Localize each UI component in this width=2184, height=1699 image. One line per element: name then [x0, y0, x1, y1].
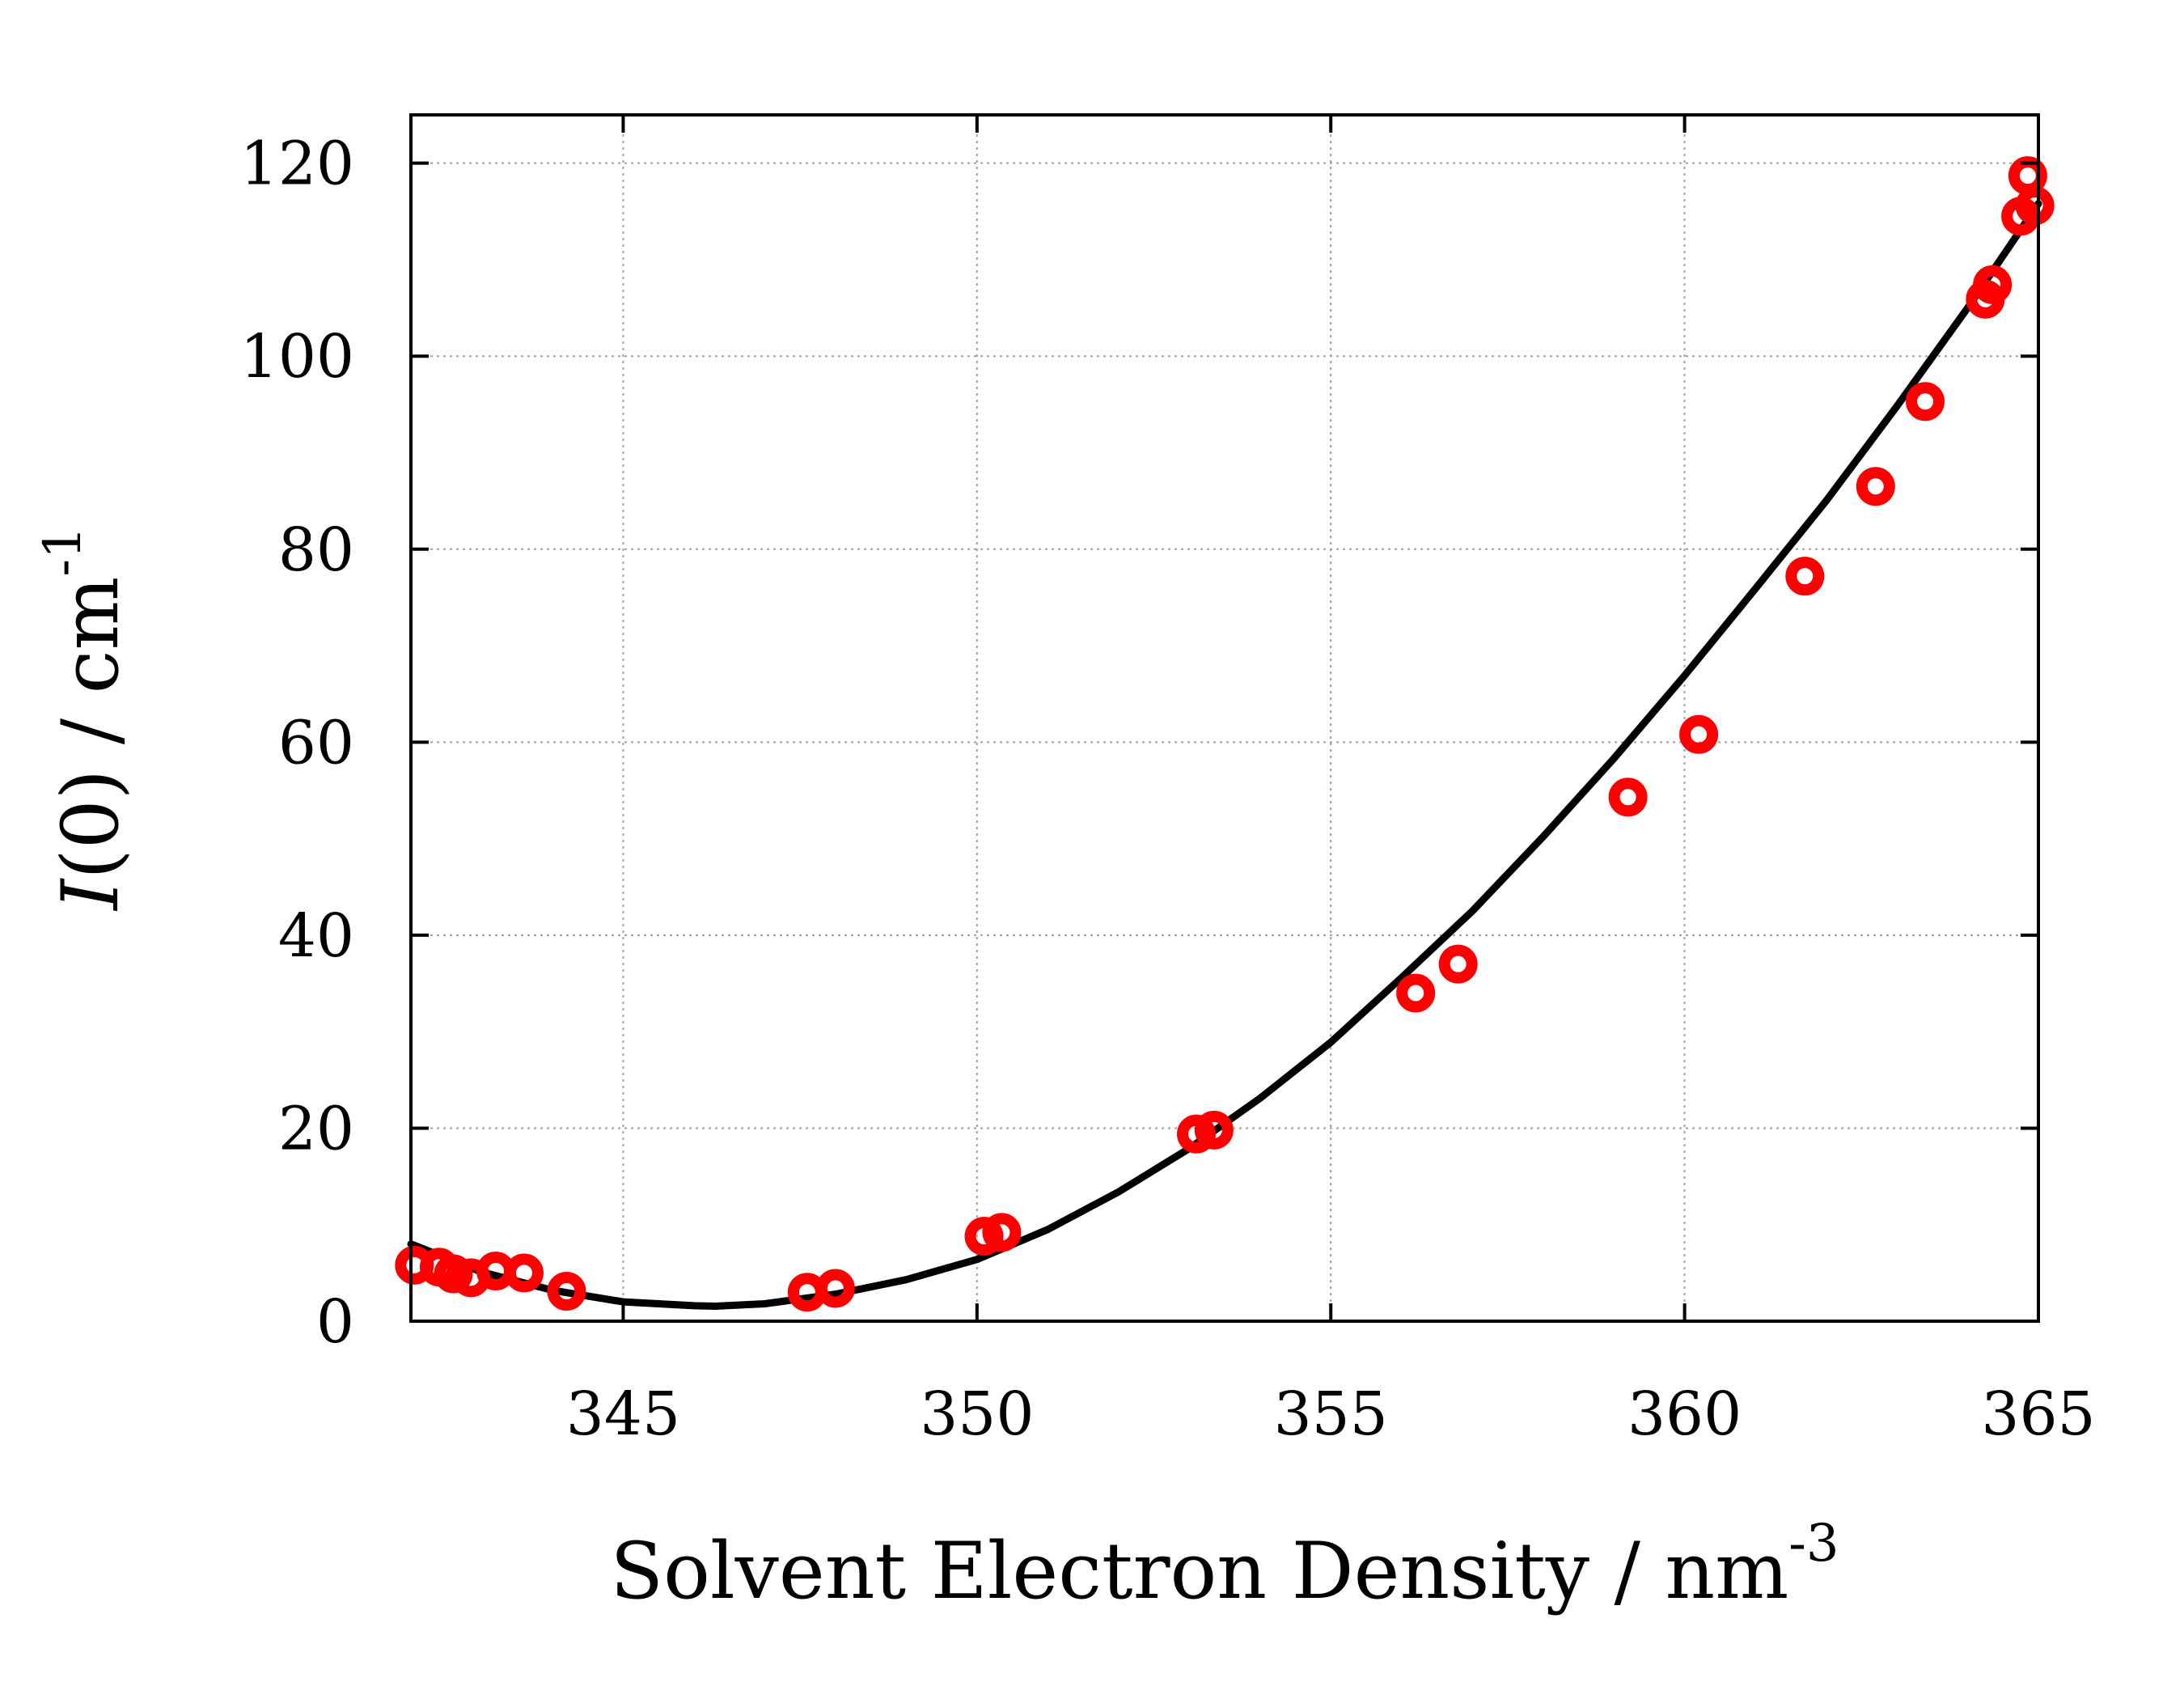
y-tick-label: 80 [278, 515, 354, 585]
x-tick-label: 355 [1274, 1379, 1388, 1449]
data-point [1973, 265, 2013, 304]
x-axis-title: Solvent Electron Density / nm-3 [610, 1514, 1839, 1616]
points-layer [395, 156, 2055, 1312]
x-axis-title-text: Solvent Electron Density / nm [610, 1526, 1788, 1616]
data-point [504, 1253, 544, 1293]
plot-frame [409, 113, 2040, 1323]
data-point [1194, 1110, 1234, 1150]
y-tick-label: 120 [240, 129, 354, 199]
data-point [964, 1217, 1004, 1256]
grid-layer [411, 115, 2038, 1321]
labels-layer: 345 350 355 360 365 0 20 40 60 80 100 120 [240, 129, 2096, 1449]
data-point [1906, 382, 1945, 422]
data-point [434, 1254, 473, 1294]
data-point [1785, 557, 1825, 596]
y-tick-label: 20 [278, 1094, 354, 1163]
data-point [1856, 467, 1895, 506]
data-point [1396, 973, 1436, 1013]
y-axis-title: I(0) / cm-1 [33, 526, 136, 911]
x-tick-label: 350 [920, 1379, 1034, 1449]
x-axis-title-superscript: -3 [1788, 1514, 1839, 1574]
data-point [1438, 944, 1478, 984]
data-point [1608, 777, 1648, 817]
y-tick-label: 40 [278, 901, 354, 971]
x-tick-label: 365 [1981, 1379, 2095, 1449]
x-tick-label: 345 [566, 1379, 680, 1449]
y-tick-label: 100 [240, 322, 354, 392]
ticks-layer [411, 115, 2040, 1323]
y-axis-title-text: (0) / cm [45, 577, 136, 879]
data-point [2015, 186, 2055, 226]
y-tick-label: 0 [316, 1287, 354, 1357]
x-tick-label: 360 [1627, 1379, 1742, 1449]
data-point [547, 1272, 586, 1311]
y-axis-title-superscript: -1 [33, 526, 93, 576]
data-point [1177, 1114, 1217, 1154]
y-axis-title-italic: I [45, 878, 136, 912]
data-point [982, 1213, 1022, 1252]
y-tick-label: 60 [278, 708, 354, 777]
data-point [815, 1269, 855, 1308]
data-point [1679, 714, 1719, 754]
